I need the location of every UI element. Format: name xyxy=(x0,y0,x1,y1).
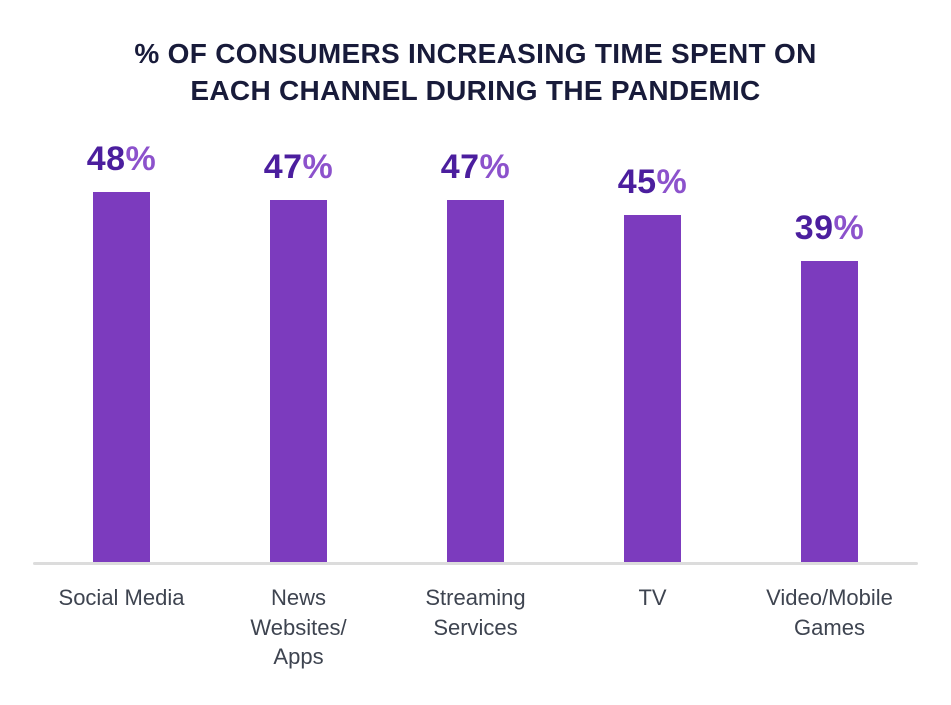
bar-column: 48% xyxy=(33,140,210,562)
bar xyxy=(801,260,858,562)
bar-column: 47% xyxy=(210,148,387,562)
category-label: Social Media xyxy=(58,584,185,610)
value-number: 45 xyxy=(617,162,657,201)
value-label: 47% xyxy=(264,148,334,187)
value-number: 47 xyxy=(440,147,480,186)
category-label: TV xyxy=(638,584,667,610)
plot-area: 48% 47% 47% 45% 39% Social Media News Websites… xyxy=(0,110,951,672)
bar-chart: % OF CONSUMERS INCREASING TIME SPENT ON … xyxy=(0,36,951,705)
bar xyxy=(270,199,327,562)
bar-column: 39% xyxy=(741,209,918,562)
value-label: 39% xyxy=(795,209,865,248)
value-suffix: % xyxy=(125,139,157,178)
value-number: 48 xyxy=(86,139,126,178)
value-suffix: % xyxy=(656,162,688,201)
bar-column: 47% xyxy=(387,148,564,562)
category-label: Video/Mobile Games xyxy=(766,584,893,640)
category-label: Streaming Services xyxy=(425,584,526,640)
category-label: News Websites/Apps xyxy=(250,584,347,670)
value-label: 45% xyxy=(618,163,688,202)
value-label: 48% xyxy=(87,140,157,179)
value-number: 47 xyxy=(263,147,303,186)
bar xyxy=(624,214,681,562)
bar xyxy=(447,199,504,562)
value-suffix: % xyxy=(833,208,865,247)
x-axis-line xyxy=(33,561,918,565)
category-labels-row: Social Media News Websites/Apps Streaming Se… xyxy=(33,565,918,672)
value-number: 39 xyxy=(794,208,834,247)
bars-row: 48% 47% 47% 45% 39% xyxy=(33,110,918,562)
value-suffix: % xyxy=(479,147,511,186)
bar-column: 45% xyxy=(564,163,741,562)
value-suffix: % xyxy=(302,147,334,186)
value-label: 47% xyxy=(441,148,511,187)
bar xyxy=(93,191,150,562)
chart-title: % OF CONSUMERS INCREASING TIME SPENT ON … xyxy=(134,38,817,106)
